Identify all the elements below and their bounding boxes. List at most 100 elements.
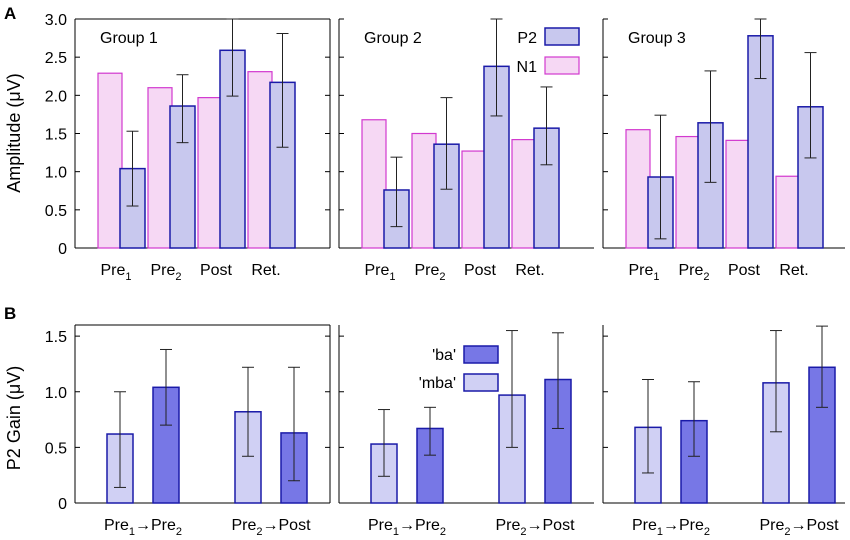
panel-b-ytick-label: 1.0 xyxy=(45,385,67,402)
panel-a-group-2-title: Group 2 xyxy=(364,30,422,47)
panel-a-group-3-n1-bar xyxy=(675,135,701,249)
category-subscript: 2 xyxy=(703,271,709,283)
category-base: Pre xyxy=(678,262,703,279)
comparison-arrow: → xyxy=(263,517,279,534)
panel-b-group-3-comparison-label: Pre2→Post xyxy=(759,517,839,538)
panel-a-group-3-n1-bar xyxy=(625,129,651,249)
panel-a-ytick-label: 2.0 xyxy=(45,88,67,105)
panel-a-group-3-category-label: Pre1 xyxy=(628,262,659,283)
comparison-arrow: → xyxy=(791,517,807,534)
panel-a-ytick-label: 0 xyxy=(58,241,67,258)
comparison-to-subscript: 2 xyxy=(440,526,446,538)
legend-p2-label: P2 xyxy=(517,30,537,47)
panel-a-group-3-n1-bar xyxy=(725,139,751,249)
category-subscript: 1 xyxy=(125,271,131,283)
comparison-arrow: → xyxy=(135,517,151,534)
panel-a-ylabel: Amplitude (μV) xyxy=(4,73,24,192)
panel-a-group-1-n1-bar xyxy=(147,87,173,249)
comparison-from: Pre xyxy=(759,517,784,534)
comparison-to: Post xyxy=(543,517,576,534)
category-base: Post xyxy=(200,262,233,279)
panel-a-group-2-category-label: Ret. xyxy=(515,262,544,279)
panel-a-ytick-label: 3.0 xyxy=(45,12,67,29)
panel-a-group-2-category-label: Post xyxy=(464,262,497,279)
comparison-from-subscript: 1 xyxy=(657,526,663,538)
category-base: Pre xyxy=(628,262,653,279)
panel-a-group-1-n1-bar xyxy=(97,72,123,249)
category-base: Ret. xyxy=(515,262,544,279)
panel-b-group-2-comparison-label: Pre2→Post xyxy=(495,517,575,538)
panel-a-ytick-label: 0.5 xyxy=(45,203,67,220)
panel-b-group-1-comparison-label: Pre1→Pre2 xyxy=(104,517,182,538)
panel-a-ytick-label: 1.0 xyxy=(45,165,67,182)
category-base: Ret. xyxy=(779,262,808,279)
legend-ba-swatch xyxy=(463,345,499,364)
category-base: Post xyxy=(728,262,761,279)
panel-a-group-1-n1-bar xyxy=(247,71,273,249)
legend-ba-label: 'ba' xyxy=(432,347,456,364)
legend-n1-swatch xyxy=(544,56,580,75)
comparison-from: Pre xyxy=(632,517,657,534)
panel-a-group-3-category-label: Ret. xyxy=(779,262,808,279)
comparison-to: Pre xyxy=(415,517,440,534)
panel-a-group-2-n1-bar xyxy=(461,150,487,249)
category-base: Post xyxy=(464,262,497,279)
comparison-from: Pre xyxy=(368,517,393,534)
panel-b-letter: B xyxy=(4,304,16,323)
comparison-from-subscript: 2 xyxy=(784,526,790,538)
comparison-arrow: → xyxy=(527,517,543,534)
panel-a-group-2-n1-bar xyxy=(361,119,387,249)
panel-b-group-1-comparison-label: Pre2→Post xyxy=(231,517,311,538)
category-base: Pre xyxy=(100,262,125,279)
comparison-arrow: → xyxy=(399,517,415,534)
comparison-to-subscript: 2 xyxy=(704,526,710,538)
comparison-to: Post xyxy=(279,517,312,534)
legend-mba-label: 'mba' xyxy=(419,375,456,392)
comparison-from-subscript: 1 xyxy=(393,526,399,538)
panel-a-letter: A xyxy=(4,4,16,23)
panel-a-group-1-n1-bar xyxy=(197,97,223,249)
category-subscript: 2 xyxy=(439,271,445,283)
panel-a-group-2-n1-bar xyxy=(511,139,537,249)
category-base: Ret. xyxy=(251,262,280,279)
comparison-from: Pre xyxy=(104,517,129,534)
panel-b-ylabel: P2 Gain (μV) xyxy=(4,366,24,470)
category-subscript: 2 xyxy=(175,271,181,283)
panel-a-group-2-category-label: Pre2 xyxy=(414,262,445,283)
panel-a-group-3-category-label: Pre2 xyxy=(678,262,709,283)
category-base: Pre xyxy=(414,262,439,279)
comparison-from: Pre xyxy=(495,517,520,534)
category-base: Pre xyxy=(364,262,389,279)
category-subscript: 1 xyxy=(389,271,395,283)
legend-p2-swatch xyxy=(544,27,580,46)
comparison-to: Pre xyxy=(151,517,176,534)
panel-b-group-3-comparison-label: Pre1→Pre2 xyxy=(632,517,710,538)
category-subscript: 1 xyxy=(653,271,659,283)
panel-a-group-3-category-label: Post xyxy=(728,262,761,279)
legend-mba-swatch xyxy=(463,373,499,392)
panel-a-group-2-category-label: Pre1 xyxy=(364,262,395,283)
panel-b-ytick-label: 0 xyxy=(58,496,67,513)
panel-a-group-2-n1-bar xyxy=(411,132,437,249)
category-base: Pre xyxy=(150,262,175,279)
panel-b-ytick-label: 0.5 xyxy=(45,440,67,457)
comparison-from-subscript: 1 xyxy=(129,526,135,538)
comparison-to: Pre xyxy=(679,517,704,534)
panel-b-ytick-label: 1.5 xyxy=(45,329,67,346)
panel-a-group-3-title: Group 3 xyxy=(628,30,686,47)
panel-a-group-1-category-label: Post xyxy=(200,262,233,279)
comparison-arrow: → xyxy=(663,517,679,534)
panel-b-group-2-comparison-label: Pre1→Pre2 xyxy=(368,517,446,538)
panel-a-group-3-n1-bar xyxy=(775,175,801,249)
comparison-to-subscript: 2 xyxy=(176,526,182,538)
panel-a-ytick-label: 2.5 xyxy=(45,50,67,67)
comparison-from-subscript: 2 xyxy=(520,526,526,538)
panel-a-group-1-title: Group 1 xyxy=(100,30,158,47)
comparison-to: Post xyxy=(807,517,840,534)
comparison-from: Pre xyxy=(231,517,256,534)
legend-n1-label: N1 xyxy=(517,59,538,76)
panel-a-group-1-category-label: Ret. xyxy=(251,262,280,279)
panel-a-group-1-category-label: Pre1 xyxy=(100,262,131,283)
